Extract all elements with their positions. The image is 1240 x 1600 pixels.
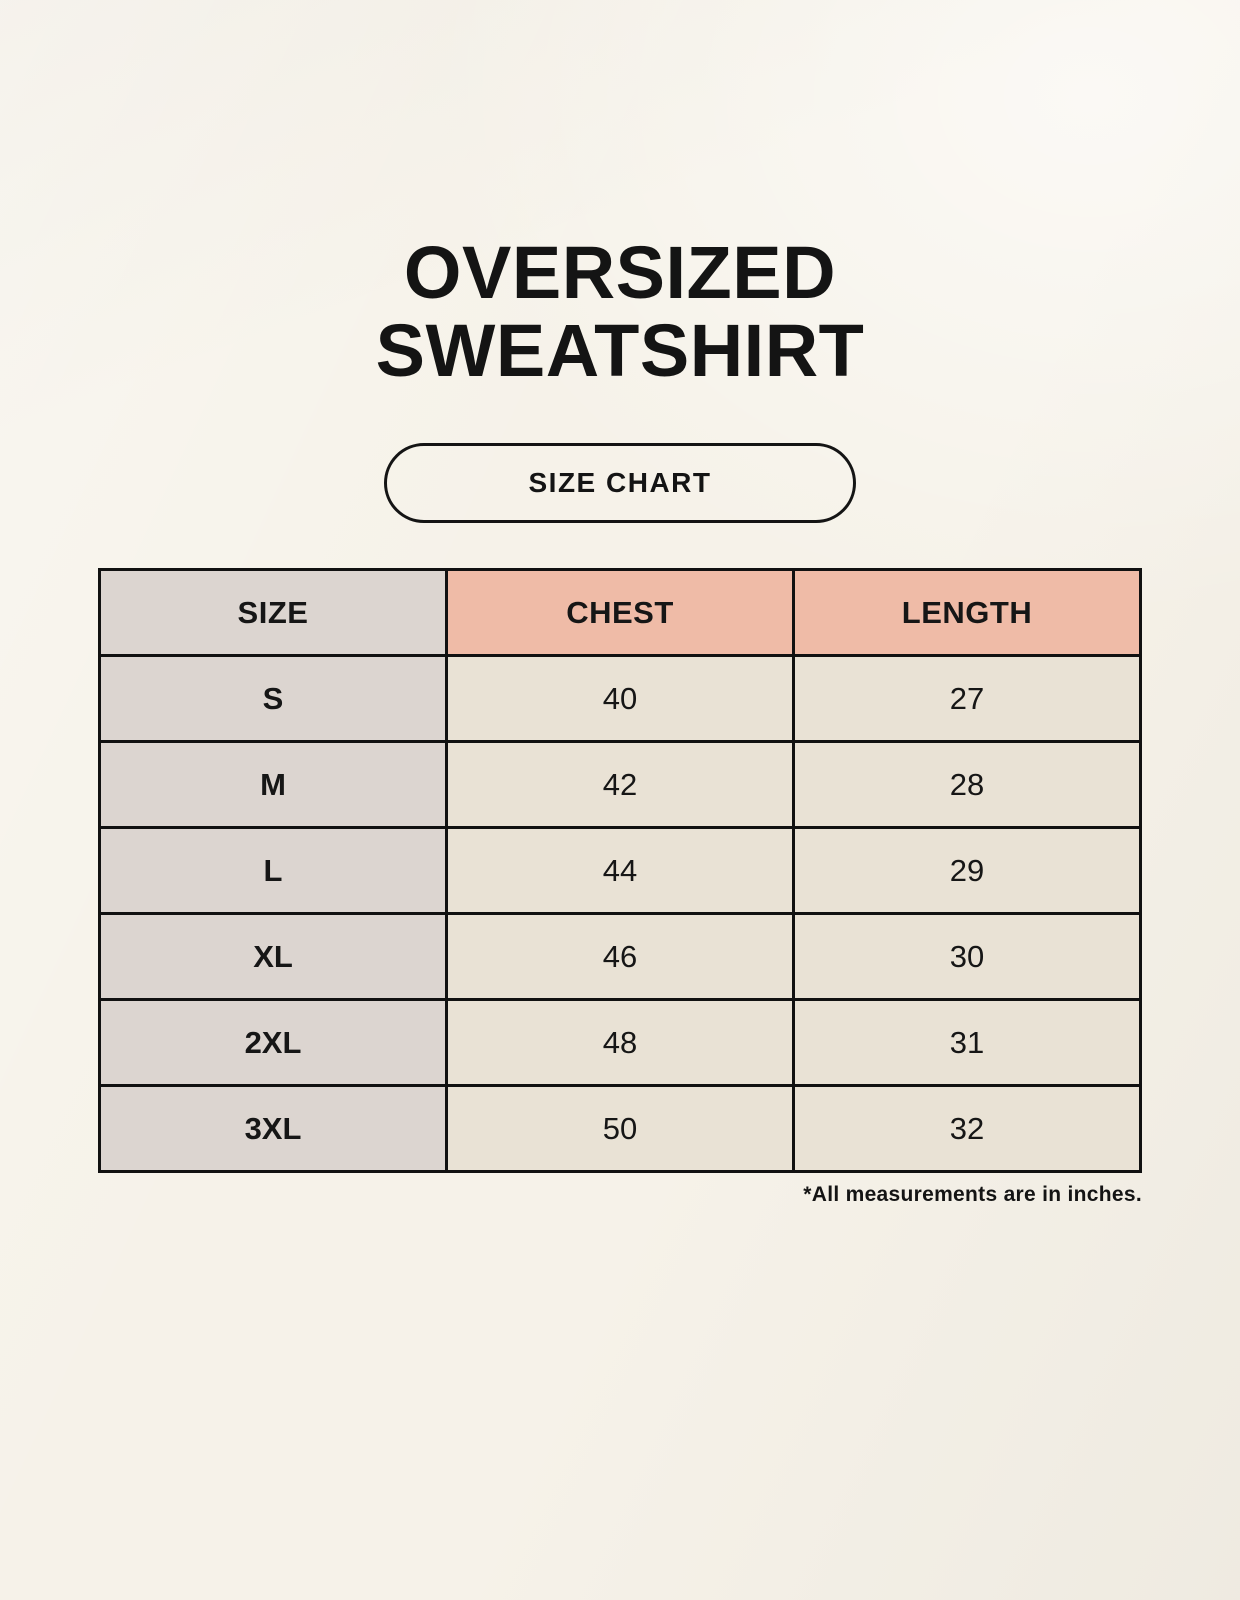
size-label-l: L: [98, 826, 448, 916]
size-label-s: S: [98, 654, 448, 744]
title-line-2: SWEATSHIRT: [375, 308, 865, 392]
length-value-3xl: 32: [792, 1084, 1142, 1174]
chest-value-3xl: 50: [445, 1084, 795, 1174]
table-header-row: SIZE CHEST LENGTH: [98, 568, 1142, 658]
measurements-footnote: *All measurements are in inches.: [803, 1183, 1142, 1207]
title-line-1: OVERSIZED: [403, 231, 837, 314]
table-row: M 42 28: [98, 740, 1142, 830]
size-label-xl: XL: [98, 912, 448, 1002]
length-value-xl: 30: [792, 912, 1142, 1002]
column-header-length: LENGTH: [792, 568, 1142, 658]
size-chart-table: SIZE CHEST LENGTH S 40 27 M 42 28 L: [98, 568, 1142, 1174]
page-title: OVERSIZED SWEATSHIRT: [0, 0, 1240, 389]
size-chart-button-wrap: SIZE CHART: [0, 443, 1240, 524]
table-row: S 40 27: [98, 654, 1142, 744]
size-chart-button[interactable]: SIZE CHART: [384, 443, 856, 524]
chest-value-xl: 46: [445, 912, 795, 1002]
chest-value-s: 40: [445, 654, 795, 744]
chest-value-m: 42: [445, 740, 795, 830]
length-value-2xl: 31: [792, 998, 1142, 1088]
length-value-s: 27: [792, 654, 1142, 744]
column-header-size: SIZE: [98, 568, 448, 658]
size-label-m: M: [98, 740, 448, 830]
table-row: 3XL 50 32: [98, 1084, 1142, 1174]
size-label-3xl: 3XL: [98, 1084, 448, 1174]
size-chart-table-wrap: SIZE CHEST LENGTH S 40 27 M 42 28 L: [98, 568, 1142, 1174]
column-header-chest: CHEST: [445, 568, 795, 658]
table-row: 2XL 48 31: [98, 998, 1142, 1088]
table-row: L 44 29: [98, 826, 1142, 916]
chest-value-2xl: 48: [445, 998, 795, 1088]
size-label-2xl: 2XL: [98, 998, 448, 1088]
length-value-l: 29: [792, 826, 1142, 916]
chest-value-l: 44: [445, 826, 795, 916]
length-value-m: 28: [792, 740, 1142, 830]
table-row: XL 46 30: [98, 912, 1142, 1002]
